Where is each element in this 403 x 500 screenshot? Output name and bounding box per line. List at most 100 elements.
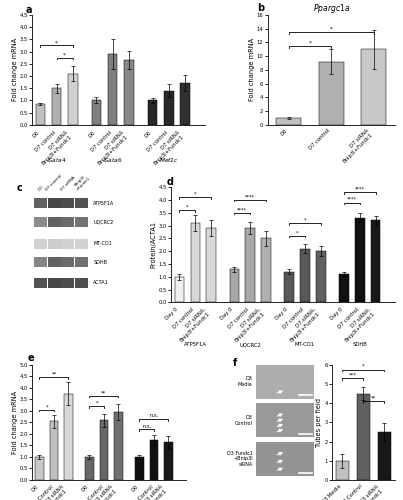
Text: UQCRC2: UQCRC2	[93, 219, 114, 224]
Text: Day 0: Day 0	[165, 307, 179, 322]
Bar	[75, 257, 88, 267]
Bar	[357, 394, 370, 480]
Bar	[61, 238, 74, 248]
Text: *: *	[96, 401, 98, 406]
Text: D3 Control: D3 Control	[340, 484, 364, 500]
Text: *: *	[362, 364, 365, 369]
Text: n.s.: n.s.	[149, 414, 159, 418]
Text: D7 siRNA
Bnip3l+Fundc1: D7 siRNA Bnip3l+Fundc1	[149, 130, 185, 166]
Text: d: d	[166, 177, 173, 187]
Text: D0: D0	[144, 130, 153, 139]
Text: D3
Control: D3 Control	[235, 415, 253, 426]
Bar	[35, 104, 45, 125]
Text: D0: D0	[81, 484, 89, 493]
Bar	[61, 278, 74, 288]
Text: $\it{Mef2c}$: $\it{Mef2c}$	[159, 156, 179, 164]
Bar	[75, 198, 88, 208]
Text: D7 control: D7 control	[227, 307, 250, 330]
Text: D7 control: D7 control	[45, 174, 63, 192]
Text: D0: D0	[88, 130, 96, 139]
Bar	[256, 365, 314, 399]
Text: e: e	[28, 353, 35, 363]
Text: D3 Media: D3 Media	[322, 484, 343, 500]
Text: D7 siRNA,
Bnip3l+Fundc1: D7 siRNA, Bnip3l+Fundc1	[340, 307, 376, 343]
Text: D3 siRNA
Bnip3l+Fundc1: D3 siRNA Bnip3l+Fundc1	[82, 484, 118, 500]
Text: *: *	[55, 40, 58, 45]
Bar	[48, 198, 61, 208]
Bar	[181, 84, 190, 125]
Bar	[64, 394, 73, 480]
Text: $\it{Gata6}$: $\it{Gata6}$	[103, 156, 123, 164]
Bar	[319, 62, 343, 125]
Text: D7 siRNA
Bnip3l+Fundc1: D7 siRNA Bnip3l+Fundc1	[338, 128, 374, 164]
Y-axis label: Fold change mRNA: Fold change mRNA	[12, 391, 18, 454]
Bar	[92, 100, 101, 125]
Text: c: c	[17, 182, 23, 192]
Text: D7 siRNA,
Bnip3l+Fundc1: D7 siRNA, Bnip3l+Fundc1	[285, 307, 321, 343]
Y-axis label: Fold change mRNA: Fold change mRNA	[12, 38, 18, 102]
Text: *: *	[296, 230, 298, 235]
Bar	[230, 269, 239, 302]
Text: D0: D0	[31, 130, 40, 139]
Text: D3
Media: D3 Media	[238, 376, 253, 387]
Text: ****: ****	[245, 194, 255, 200]
Text: ****: ****	[355, 187, 365, 192]
Text: SDHB: SDHB	[353, 342, 368, 347]
Bar	[48, 257, 61, 267]
Text: ATP5F1A: ATP5F1A	[93, 201, 115, 206]
Bar	[262, 238, 270, 302]
Text: ATP5F1A: ATP5F1A	[184, 342, 207, 347]
Text: D7 control: D7 control	[337, 307, 360, 330]
Text: D3 Control: D3 Control	[131, 484, 154, 500]
Bar	[48, 278, 61, 288]
Bar	[34, 238, 47, 248]
Text: D3 Control: D3 Control	[31, 484, 54, 500]
Bar	[150, 440, 158, 480]
Bar	[75, 238, 88, 248]
Bar	[371, 220, 380, 302]
Text: a: a	[26, 5, 32, 15]
Bar	[34, 216, 47, 227]
Bar	[124, 60, 134, 125]
Bar	[355, 218, 365, 302]
Bar	[61, 198, 74, 208]
Bar	[378, 432, 391, 480]
Text: **: **	[101, 390, 106, 396]
Text: b: b	[257, 2, 264, 12]
Text: Day 0: Day 0	[330, 307, 344, 322]
Bar	[316, 251, 326, 302]
Bar	[34, 278, 47, 288]
Bar	[75, 216, 88, 227]
Bar	[148, 100, 157, 125]
Text: D7 control: D7 control	[172, 307, 195, 330]
Bar	[245, 228, 255, 302]
Text: ***: ***	[349, 372, 357, 378]
Text: Bnip3l
+Fundc1: Bnip3l +Fundc1	[72, 173, 91, 192]
Text: $\it{Gata4}$: $\it{Gata4}$	[47, 156, 66, 164]
Text: *: *	[309, 40, 312, 46]
Bar	[34, 257, 47, 267]
Bar	[48, 238, 61, 248]
Text: ACTA1: ACTA1	[93, 280, 109, 285]
Text: D7 control: D7 control	[90, 130, 113, 153]
Bar	[75, 278, 88, 288]
Text: *: *	[194, 192, 196, 197]
Text: n.s.: n.s.	[142, 424, 152, 429]
Bar	[108, 54, 117, 125]
Text: MT-CO1: MT-CO1	[93, 241, 112, 246]
Text: D0: D0	[31, 484, 39, 493]
Bar	[256, 442, 314, 476]
Bar	[339, 274, 349, 302]
Text: D3 siRNA
Bnip3l+Fundc1: D3 siRNA Bnip3l+Fundc1	[348, 484, 384, 500]
Bar	[276, 118, 301, 125]
Y-axis label: Tubes per field: Tubes per field	[316, 398, 322, 447]
Text: MT-CO1: MT-CO1	[295, 342, 315, 347]
Text: **: **	[51, 372, 56, 377]
Title: $\it{Ppargc1a}$: $\it{Ppargc1a}$	[313, 2, 350, 15]
Text: f: f	[233, 358, 237, 368]
Text: D3 siRNA
Bnip3l+Fundc1: D3 siRNA Bnip3l+Fundc1	[132, 484, 168, 500]
Text: *: *	[63, 52, 66, 57]
Bar	[114, 412, 123, 480]
Y-axis label: Fold change mRNA: Fold change mRNA	[249, 38, 255, 102]
Y-axis label: Protein/ACTA1: Protein/ACTA1	[151, 222, 157, 268]
